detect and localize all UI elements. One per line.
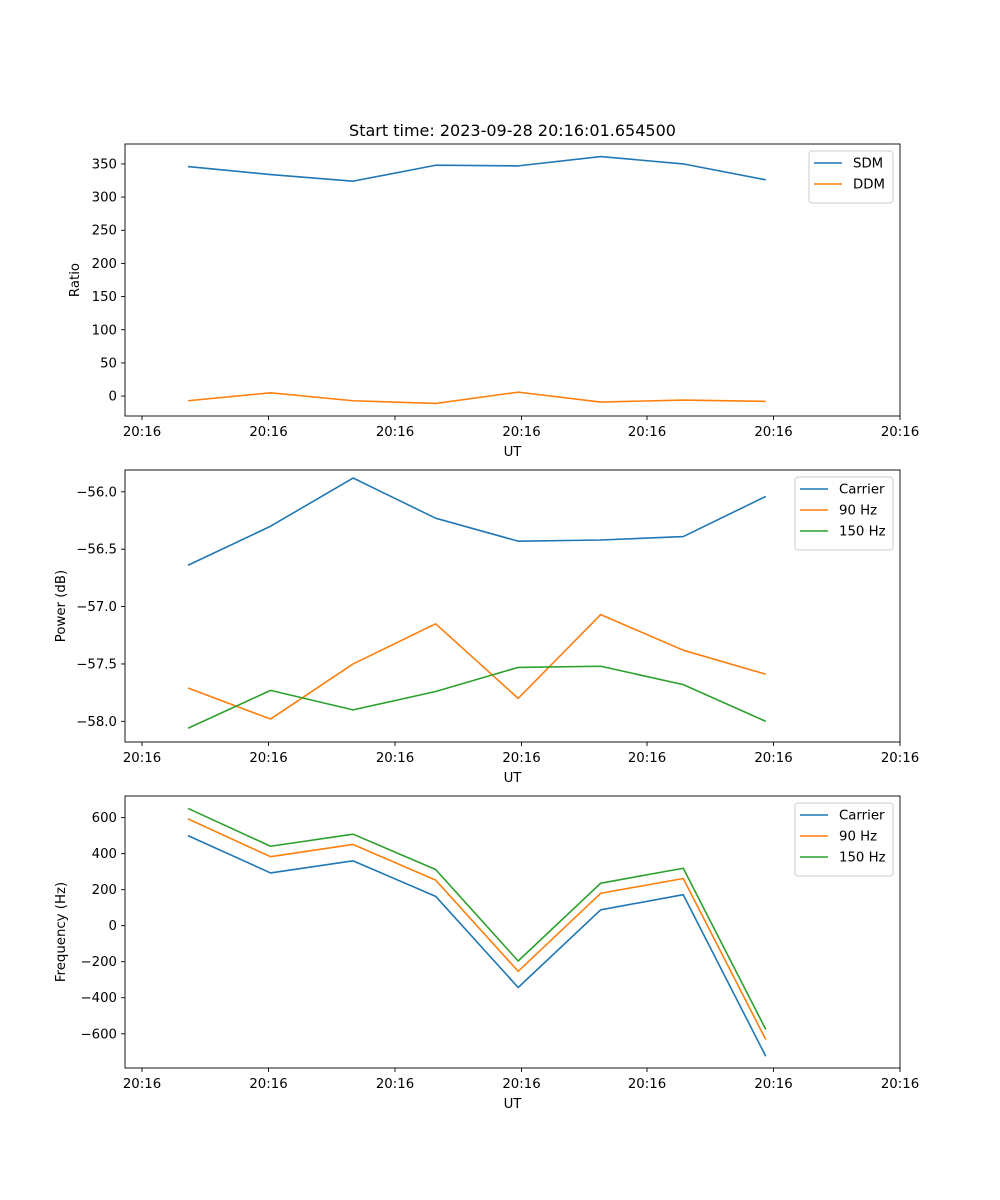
ratio-x-tick-label: 20:16 bbox=[123, 425, 161, 440]
power-x-tick-label: 20:16 bbox=[249, 751, 287, 766]
frequency-legend-label: 90 Hz bbox=[839, 830, 877, 845]
frequency-x-tick-label: 20:16 bbox=[502, 1077, 540, 1092]
ratio-y-tick-label: 300 bbox=[92, 191, 117, 206]
power-x-tick-label: 20:16 bbox=[376, 751, 414, 766]
power-x-tick-label: 20:16 bbox=[628, 751, 666, 766]
power-series-carrier-line bbox=[187, 477, 767, 566]
frequency-x-tick-label: 20:16 bbox=[376, 1077, 414, 1092]
frequency-y-tick-label: 600 bbox=[92, 811, 117, 826]
ratio-y-tick-label: 250 bbox=[92, 224, 117, 239]
frequency-y-tick-label: 0 bbox=[109, 919, 117, 934]
ratio-legend-label: SDM bbox=[853, 157, 883, 172]
frequency-x-axis-label: UT bbox=[504, 1097, 523, 1112]
ratio-legend: SDM DDM bbox=[808, 150, 894, 204]
ratio-x-axis-label: UT bbox=[504, 445, 523, 460]
ratio-y-tick-label: 200 bbox=[92, 257, 117, 272]
ratio-axes-frame bbox=[124, 143, 901, 417]
power-legend-label: Carrier bbox=[839, 483, 885, 498]
ratio-y-tick-label: 350 bbox=[92, 157, 117, 172]
frequency-x-tick-label: 20:16 bbox=[123, 1077, 161, 1092]
ratio-panel: 20:16 20:16 20:16 20:16 20:16 20:16 20:16 UT 0 50… bbox=[68, 143, 919, 460]
ratio-legend-label: DDM bbox=[853, 178, 885, 193]
power-x-axis-label: UT bbox=[504, 771, 523, 786]
ratio-x-tick-label: 20:16 bbox=[249, 425, 287, 440]
frequency-legend-label: Carrier bbox=[839, 809, 885, 824]
frequency-panel: 20:16 20:16 20:16 20:16 20:16 20:16 20:16 UT −60… bbox=[54, 795, 919, 1112]
frequency-series-90-hz-line bbox=[187, 818, 767, 1040]
frequency-series-carrier-line bbox=[187, 834, 767, 1057]
ratio-series-ddm-line bbox=[187, 391, 766, 405]
figure-title: Start time: 2023-09-28 20:16:01.654500 bbox=[349, 121, 676, 140]
power-legend-label: 150 Hz bbox=[839, 525, 886, 540]
frequency-y-tick-label: −200 bbox=[80, 955, 117, 970]
power-x-tick-label: 20:16 bbox=[754, 751, 792, 766]
frequency-x-tick-label: 20:16 bbox=[881, 1077, 919, 1092]
frequency-legend-label: 150 Hz bbox=[839, 851, 886, 866]
power-axes-frame bbox=[124, 469, 901, 743]
ratio-y-axis-label: Ratio bbox=[68, 263, 83, 297]
frequency-x-tick-label: 20:16 bbox=[754, 1077, 792, 1092]
power-y-tick-label: −56.5 bbox=[76, 543, 117, 558]
ratio-series-sdm-line bbox=[187, 155, 766, 182]
power-y-axis-label: Power (dB) bbox=[54, 570, 69, 642]
ratio-x-tick-label: 20:16 bbox=[628, 425, 666, 440]
frequency-axes-frame bbox=[124, 795, 901, 1069]
ratio-y-tick-label: 150 bbox=[92, 290, 117, 305]
frequency-x-tick-label: 20:16 bbox=[628, 1077, 666, 1092]
power-x-tick-label: 20:16 bbox=[123, 751, 161, 766]
power-panel: 20:16 20:16 20:16 20:16 20:16 20:16 20:16 UT −58… bbox=[54, 469, 919, 786]
frequency-series-150-hz-line bbox=[187, 807, 767, 1030]
frequency-y-tick-label: −600 bbox=[80, 1027, 117, 1042]
frequency-y-tick-label: 400 bbox=[92, 847, 117, 862]
power-y-tick-label: −56.0 bbox=[76, 485, 117, 500]
power-y-tick-label: −57.5 bbox=[76, 657, 117, 672]
ratio-legend-box bbox=[808, 150, 894, 204]
power-legend-label: 90 Hz bbox=[839, 504, 877, 519]
ratio-y-tick-label: 50 bbox=[100, 356, 117, 371]
power-y-tick-label: −58.0 bbox=[76, 715, 117, 730]
power-y-tick-label: −57.0 bbox=[76, 600, 117, 615]
power-x-tick-label: 20:16 bbox=[502, 751, 540, 766]
frequency-y-tick-label: 200 bbox=[92, 883, 117, 898]
ratio-y-tick-label: 0 bbox=[109, 390, 117, 405]
ratio-x-tick-label: 20:16 bbox=[754, 425, 792, 440]
power-legend: Carrier 90 Hz 150 Hz bbox=[794, 476, 894, 551]
power-x-tick-label: 20:16 bbox=[881, 751, 919, 766]
power-series-150-hz-line bbox=[187, 665, 767, 729]
power-series-90-hz-line bbox=[187, 613, 767, 720]
frequency-y-axis-label: Frequency (Hz) bbox=[54, 882, 69, 982]
ratio-x-tick-label: 20:16 bbox=[502, 425, 540, 440]
frequency-y-tick-label: −400 bbox=[80, 991, 117, 1006]
ratio-y-tick-label: 100 bbox=[92, 323, 117, 338]
ratio-x-tick-label: 20:16 bbox=[376, 425, 414, 440]
frequency-x-tick-label: 20:16 bbox=[249, 1077, 287, 1092]
frequency-legend: Carrier 90 Hz 150 Hz bbox=[794, 802, 894, 877]
ratio-x-tick-label: 20:16 bbox=[881, 425, 919, 440]
